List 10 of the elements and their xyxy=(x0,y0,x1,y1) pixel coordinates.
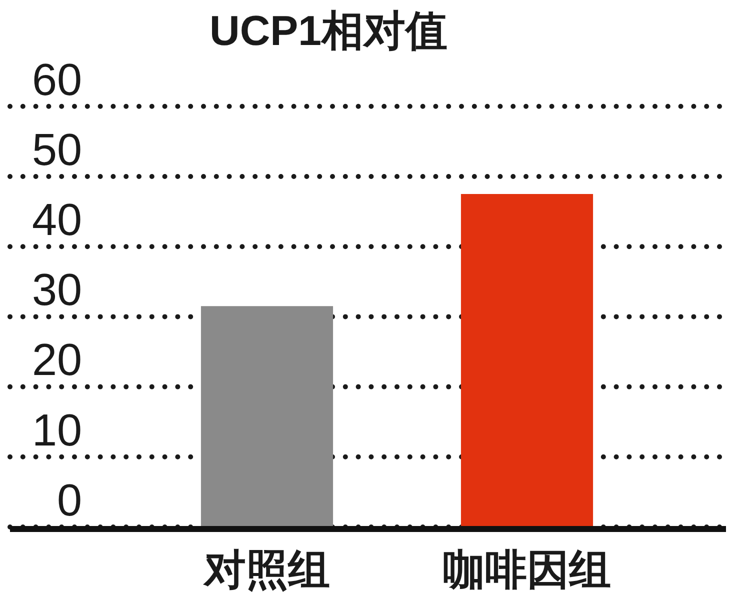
y-tick-label: 0 xyxy=(56,474,82,526)
y-tick-label: 50 xyxy=(32,124,82,175)
x-tick-label: 咖啡因组 xyxy=(443,546,611,593)
y-tick-label: 60 xyxy=(32,54,82,105)
x-tick-label: 对照组 xyxy=(202,546,330,593)
y-tick-label: 10 xyxy=(32,404,82,456)
y-tick-label: 40 xyxy=(32,194,82,246)
chart-title: UCP1相对值 xyxy=(209,6,448,54)
y-tick-label: 20 xyxy=(32,334,82,386)
y-tick-label: 30 xyxy=(32,264,82,316)
